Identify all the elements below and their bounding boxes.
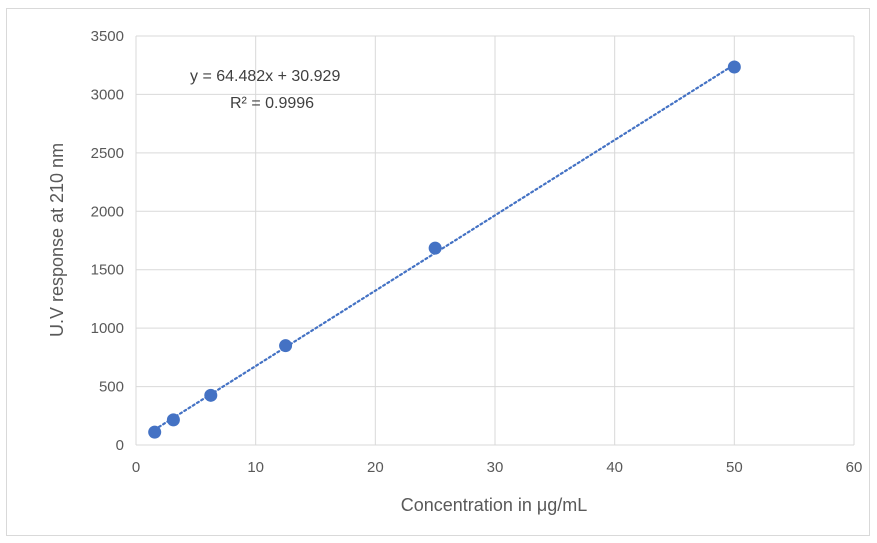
data-point xyxy=(204,388,218,402)
data-point xyxy=(279,339,293,353)
x-axis-ticks: 0 10 20 30 40 50 60 xyxy=(132,459,863,476)
x-tick-label: 0 xyxy=(132,459,140,476)
y-tick-label: 3000 xyxy=(91,86,124,103)
y-tick-label: 0 xyxy=(116,437,124,454)
data-point xyxy=(166,413,180,427)
y-tick-label: 2500 xyxy=(91,145,124,162)
chart-frame xyxy=(6,8,870,536)
x-tick-label: 10 xyxy=(247,459,264,476)
gridlines xyxy=(135,35,855,446)
y-axis-ticks: 0 500 1000 1500 2000 2500 3000 3500 xyxy=(91,28,124,454)
y-axis-title: U.V response at 210 nm xyxy=(47,143,67,337)
x-tick-label: 60 xyxy=(846,459,863,476)
y-tick-label: 2000 xyxy=(91,203,124,220)
data-points xyxy=(148,60,741,439)
linear-trendline xyxy=(153,63,736,431)
r-squared-label: R² = 0.9996 xyxy=(230,95,314,112)
y-tick-label: 1500 xyxy=(91,262,124,279)
data-point xyxy=(428,241,442,255)
y-tick-label: 500 xyxy=(99,379,124,396)
trendline-equation: y = 64.482x + 30.929 xyxy=(190,68,340,85)
data-point xyxy=(727,60,741,74)
x-tick-label: 20 xyxy=(367,459,384,476)
y-tick-label: 3500 xyxy=(91,28,124,45)
x-axis-title: Concentration in μg/mL xyxy=(401,495,587,515)
y-tick-label: 1000 xyxy=(91,320,124,337)
x-tick-label: 30 xyxy=(487,459,504,476)
x-tick-label: 40 xyxy=(606,459,623,476)
data-point xyxy=(148,425,162,439)
x-tick-label: 50 xyxy=(726,459,743,476)
